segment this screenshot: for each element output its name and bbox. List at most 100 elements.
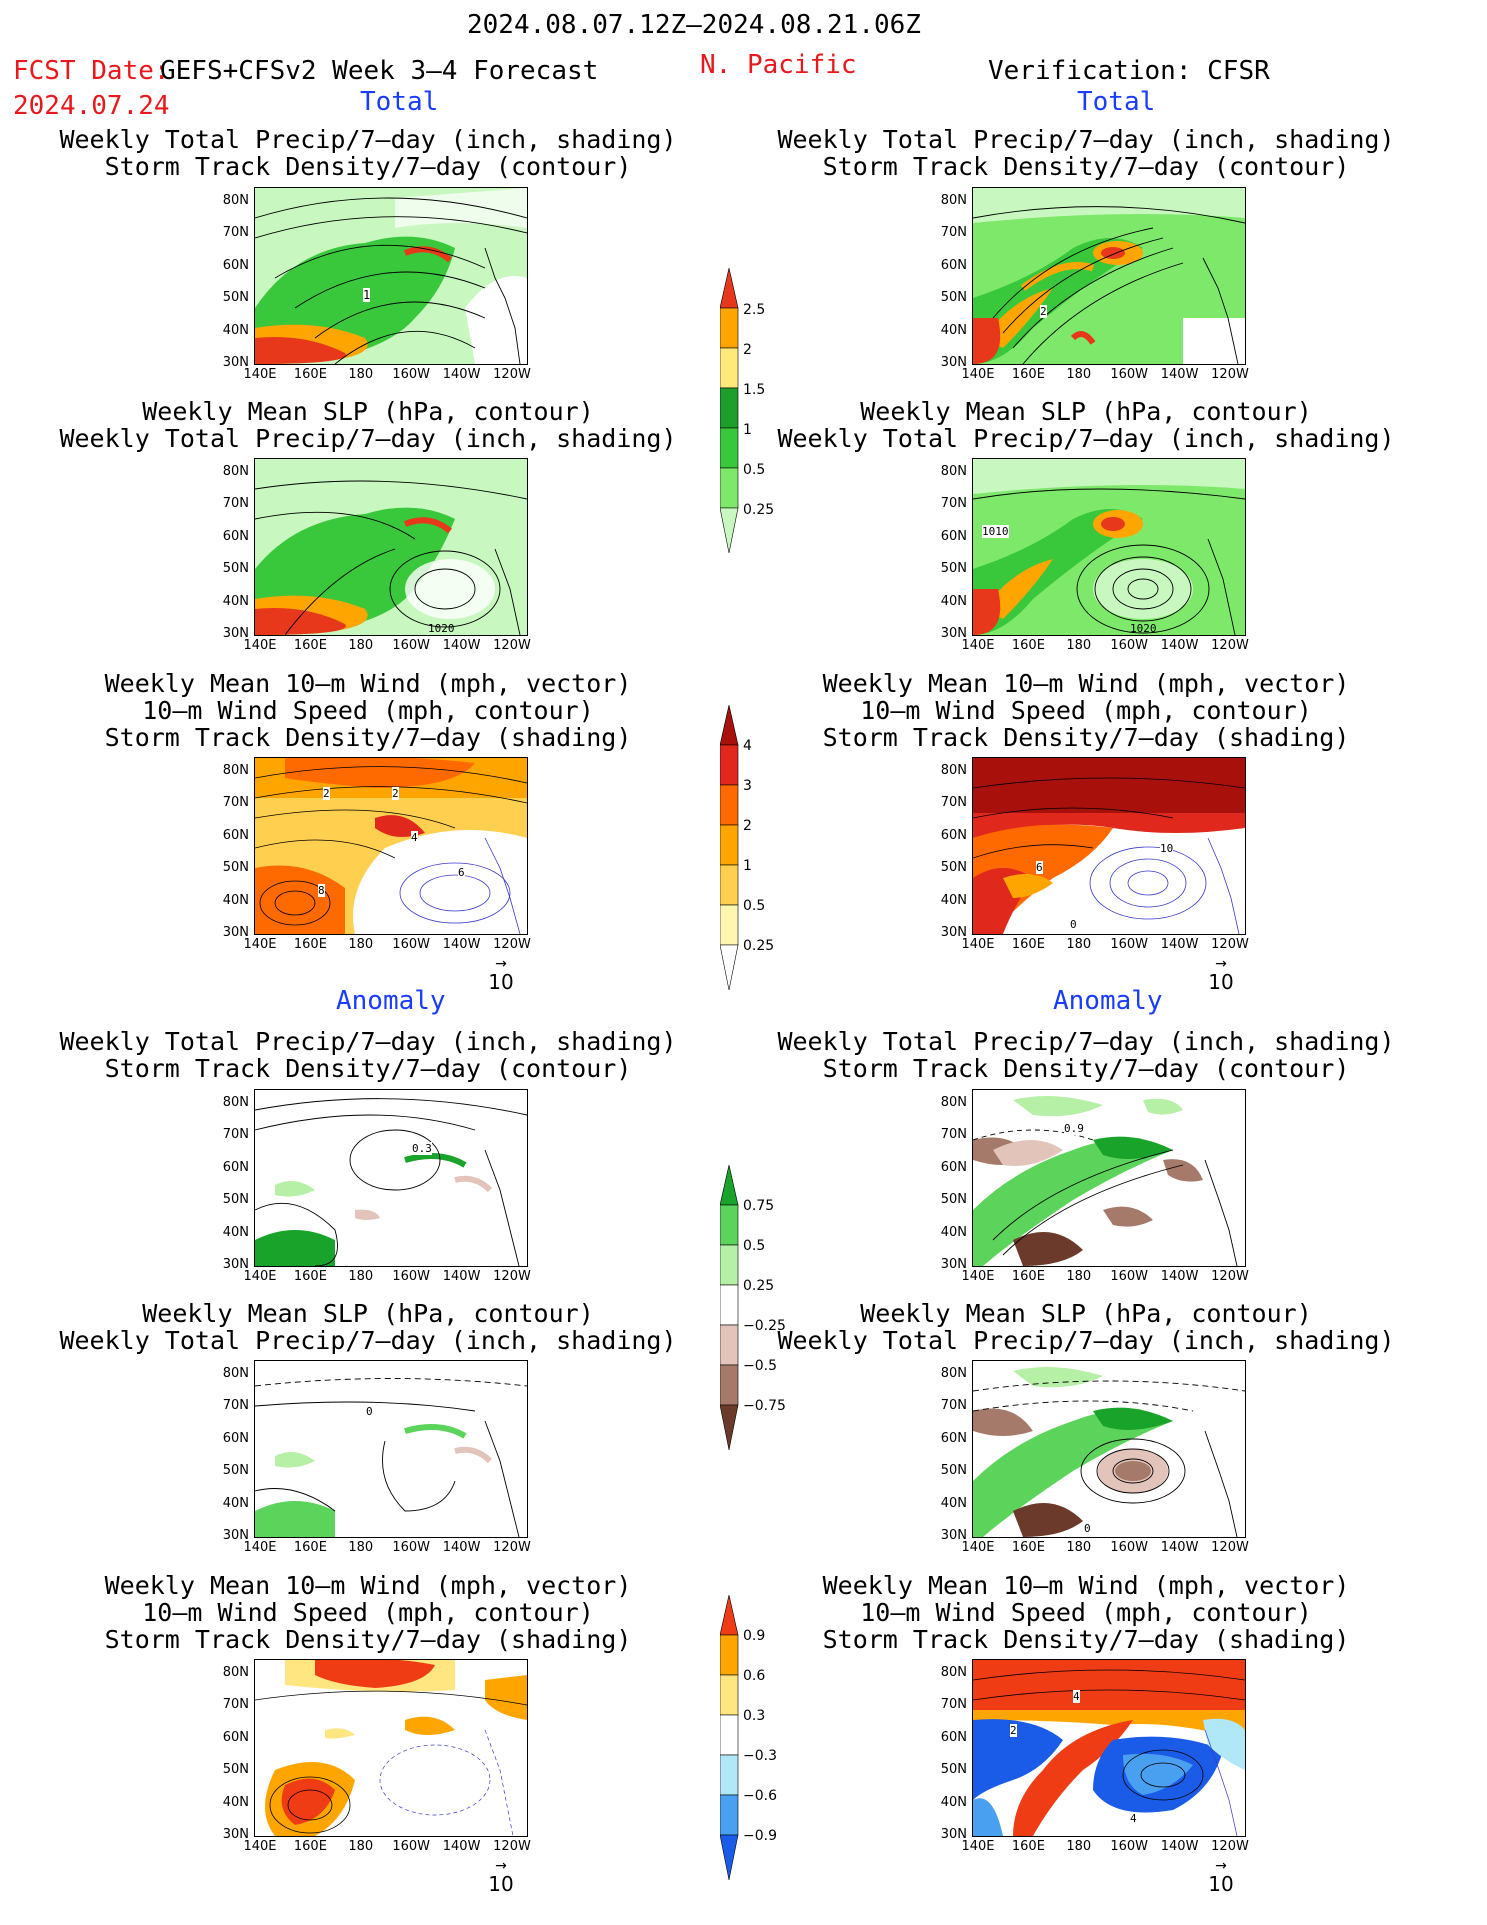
lat-tick-label: 80N bbox=[222, 763, 249, 778]
lat-tick-label: 40N bbox=[940, 892, 967, 908]
cbar-track-total-5: 0.25 bbox=[743, 938, 775, 954]
lat-tick-label: 80N bbox=[940, 464, 967, 479]
lat-tick-label: 30N bbox=[222, 1827, 249, 1842]
cbar-precip-anom-3: −0.25 bbox=[743, 1318, 786, 1334]
lat-tick-label: 30N bbox=[222, 626, 249, 641]
lon-tick-label: 140W bbox=[442, 367, 481, 382]
map-right-anom-wind-track bbox=[972, 1659, 1246, 1837]
cbar-precip-anom-4: −0.5 bbox=[743, 1358, 777, 1374]
colorbar-track-anom bbox=[719, 1594, 739, 1885]
lat-tick-label: 50N bbox=[222, 561, 249, 577]
lat-tick-label: 80N bbox=[222, 193, 249, 208]
lon-tick-label: 120W bbox=[1211, 937, 1249, 952]
lon-tick-label: 160W bbox=[392, 367, 431, 382]
lon-tick-label: 180 bbox=[348, 1540, 374, 1555]
lat-tick-label: 70N bbox=[222, 795, 249, 811]
lat-tick-label: 60N bbox=[222, 1729, 249, 1745]
fcst-date-value: 2024.07.24 bbox=[13, 91, 170, 121]
lat-tick-label: 60N bbox=[940, 1159, 967, 1175]
lat-tick-label: 70N bbox=[222, 1697, 249, 1713]
cbar-track-total-0: 4 bbox=[743, 738, 752, 754]
ref-vector-right-anom: → 10 bbox=[1208, 1858, 1234, 1896]
lon-tick-label: 120W bbox=[1211, 367, 1249, 382]
label-left-p3b: 2 bbox=[392, 787, 399, 800]
lon-tick-label: 160W bbox=[392, 1839, 431, 1854]
ref-vector-left-total: → 10 bbox=[488, 956, 514, 994]
lon-tick-label: 180 bbox=[1066, 1269, 1092, 1284]
lon-tick-label: 140W bbox=[442, 638, 481, 653]
lon-tick-label: 140E bbox=[961, 1839, 995, 1854]
lon-tick-label: 120W bbox=[1211, 1540, 1249, 1555]
lat-tick-label: 30N bbox=[222, 1528, 249, 1543]
label-right-a2: 0 bbox=[1084, 1522, 1091, 1535]
cbar-precip-total-4: 0.5 bbox=[743, 462, 766, 478]
lat-tick-label: 70N bbox=[222, 1127, 249, 1143]
lon-tick-label: 140E bbox=[243, 1540, 277, 1555]
lon-tick-label: 180 bbox=[1066, 638, 1092, 653]
cbar-precip-total-3: 1 bbox=[743, 422, 752, 438]
label-right-p3a: 6 bbox=[1036, 861, 1043, 874]
lon-tick-label: 120W bbox=[1211, 1839, 1249, 1854]
cbar-track-anom-3: −0.3 bbox=[743, 1748, 777, 1764]
lat-tick-label: 80N bbox=[222, 464, 249, 479]
lat-tick-label: 60N bbox=[940, 827, 967, 843]
cbar-track-total-1: 3 bbox=[743, 778, 752, 794]
lat-tick-label: 40N bbox=[940, 322, 967, 338]
right-a3-title: Weekly Mean 10–m Wind (mph, vector) 10–m… bbox=[822, 1571, 1350, 1654]
lat-tick-label: 50N bbox=[222, 290, 249, 306]
lat-tick-label: 50N bbox=[222, 860, 249, 876]
lat-tick-label: 60N bbox=[222, 257, 249, 273]
lon-tick-label: 160W bbox=[1110, 1540, 1149, 1555]
label-right-p3c: 0 bbox=[1070, 918, 1077, 931]
map-left-anom-precip-track bbox=[254, 1089, 528, 1267]
colorbar-track-total bbox=[719, 704, 739, 995]
cbar-precip-total-2: 1.5 bbox=[743, 382, 766, 398]
lat-tick-label: 40N bbox=[940, 1224, 967, 1240]
lon-tick-label: 180 bbox=[1066, 367, 1092, 382]
lon-tick-label: 160W bbox=[1110, 1269, 1149, 1284]
label-right-a3b: 2 bbox=[1010, 1724, 1017, 1737]
lon-tick-label: 180 bbox=[348, 638, 374, 653]
lon-tick-label: 120W bbox=[493, 367, 531, 382]
left-a1-title: Weekly Total Precip/7–day (inch, shading… bbox=[59, 1027, 677, 1083]
cbar-precip-anom-0: 0.75 bbox=[743, 1198, 775, 1214]
lon-tick-label: 140W bbox=[1160, 937, 1199, 952]
label-left-p3a: 2 bbox=[323, 787, 330, 800]
label-right-p3b: 10 bbox=[1160, 842, 1174, 855]
lon-tick-label: 160E bbox=[293, 1269, 327, 1284]
label-right-a3c: 4 bbox=[1130, 1812, 1137, 1825]
cbar-track-anom-0: 0.9 bbox=[743, 1628, 766, 1644]
model-title: GEFS+CFSv2 Week 3–4 Forecast bbox=[160, 56, 599, 86]
cbar-track-total-2: 2 bbox=[743, 818, 752, 834]
lon-tick-label: 140W bbox=[442, 1269, 481, 1284]
cbar-track-anom-1: 0.6 bbox=[743, 1668, 766, 1684]
right-p2-title: Weekly Mean SLP (hPa, contour) Weekly To… bbox=[777, 397, 1395, 453]
lon-tick-label: 140W bbox=[442, 1839, 481, 1854]
cbar-track-anom-5: −0.9 bbox=[743, 1828, 777, 1844]
lon-tick-label: 160E bbox=[1011, 1540, 1045, 1555]
lat-tick-label: 80N bbox=[222, 1665, 249, 1680]
lon-tick-label: 160E bbox=[1011, 367, 1045, 382]
left-p1-title: Weekly Total Precip/7–day (inch, shading… bbox=[59, 125, 677, 181]
lat-tick-label: 60N bbox=[222, 528, 249, 544]
cbar-precip-total-1: 2 bbox=[743, 342, 752, 358]
lon-tick-label: 140E bbox=[243, 1839, 277, 1854]
total-section-left: Total bbox=[360, 87, 439, 117]
lat-tick-label: 50N bbox=[940, 1463, 967, 1479]
lat-tick-label: 50N bbox=[222, 1762, 249, 1778]
cbar-precip-anom-5: −0.75 bbox=[743, 1398, 786, 1414]
lon-tick-label: 180 bbox=[1066, 1839, 1092, 1854]
lat-tick-label: 70N bbox=[940, 1697, 967, 1713]
lon-tick-label: 180 bbox=[348, 367, 374, 382]
lon-tick-label: 140W bbox=[1160, 1839, 1199, 1854]
lon-tick-label: 120W bbox=[1211, 1269, 1249, 1284]
colorbar-precip-total bbox=[719, 267, 739, 556]
lat-tick-label: 70N bbox=[940, 795, 967, 811]
lat-tick-label: 60N bbox=[940, 1430, 967, 1446]
map-right-anom-precip-track bbox=[972, 1089, 1246, 1267]
lat-tick-label: 40N bbox=[940, 1794, 967, 1810]
lat-tick-label: 80N bbox=[222, 1366, 249, 1381]
lat-tick-label: 30N bbox=[940, 925, 967, 940]
lon-tick-label: 120W bbox=[493, 937, 531, 952]
cbar-track-anom-4: −0.6 bbox=[743, 1788, 777, 1804]
